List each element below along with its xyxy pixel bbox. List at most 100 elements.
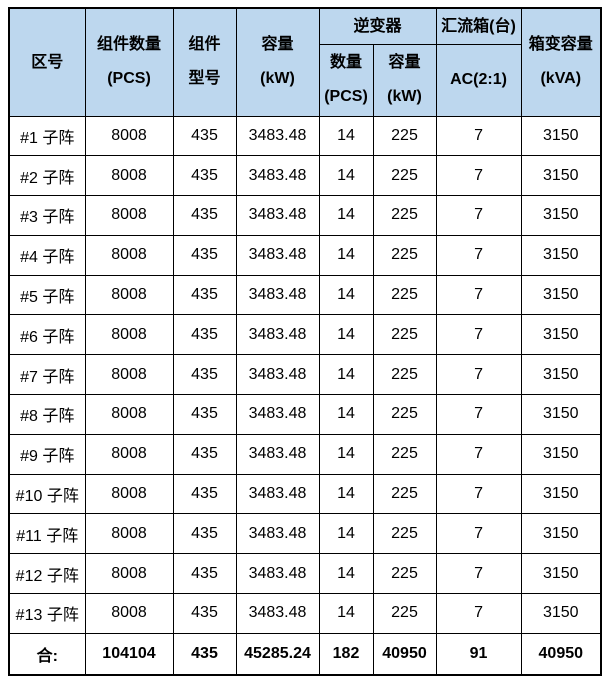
value-cell: 225 bbox=[372, 195, 437, 236]
value-cell: 225 bbox=[372, 394, 437, 435]
table-row: #11 子阵 8008 435 3483.48 14 225 7 3150 bbox=[8, 513, 602, 555]
table-footer: 合: 104104 435 45285.24 182 40950 91 4095… bbox=[8, 632, 602, 676]
value-cell: 225 bbox=[372, 354, 437, 396]
header-line: (kW) bbox=[387, 88, 422, 105]
value-cell: 3150 bbox=[520, 155, 602, 197]
value-cell: 225 bbox=[372, 115, 437, 157]
total-value-cell: 40950 bbox=[372, 632, 437, 676]
value-cell: 8008 bbox=[84, 234, 174, 276]
value-cell: 435 bbox=[172, 593, 237, 634]
value-cell: 3150 bbox=[520, 513, 602, 555]
pv-array-summary-table: 区号 组件数量 (PCS) 组件 型号 容量 (kW) 逆变器 汇流箱(台) 箱… bbox=[8, 7, 603, 676]
table-row: #8 子阵 8008 435 3483.48 14 225 7 3150 bbox=[8, 394, 602, 435]
zone-cell: #6 子阵 bbox=[8, 314, 86, 356]
value-cell: 7 bbox=[435, 593, 522, 634]
value-cell: 14 bbox=[318, 593, 374, 634]
value-cell: 435 bbox=[172, 473, 237, 515]
value-cell: 8008 bbox=[84, 593, 174, 634]
zone-cell: #13 子阵 bbox=[8, 593, 86, 634]
table-row: #5 子阵 8008 435 3483.48 14 225 7 3150 bbox=[8, 274, 602, 316]
header-line: 箱变容量 bbox=[528, 36, 593, 54]
total-row: 合: 104104 435 45285.24 182 40950 91 4095… bbox=[8, 632, 602, 676]
value-cell: 3483.48 bbox=[235, 195, 320, 236]
zone-cell: #3 子阵 bbox=[8, 195, 86, 236]
value-cell: 14 bbox=[318, 394, 374, 435]
zone-cell: #5 子阵 bbox=[8, 274, 86, 316]
value-cell: 225 bbox=[372, 314, 437, 356]
value-cell: 225 bbox=[372, 234, 437, 276]
zone-cell: #2 子阵 bbox=[8, 155, 86, 197]
value-cell: 7 bbox=[435, 234, 522, 276]
value-cell: 8008 bbox=[84, 115, 174, 157]
value-cell: 8008 bbox=[84, 433, 174, 475]
zone-cell: #4 子阵 bbox=[8, 234, 86, 276]
header-line: 组件数量 bbox=[96, 36, 161, 54]
value-cell: 14 bbox=[318, 115, 374, 157]
header-line: (kVA) bbox=[540, 70, 582, 88]
value-cell: 3483.48 bbox=[235, 115, 320, 157]
col-header-module-qty: 组件数量 (PCS) bbox=[84, 7, 174, 117]
header-line: 组件 bbox=[188, 36, 221, 54]
value-cell: 225 bbox=[372, 155, 437, 197]
value-cell: 8008 bbox=[84, 314, 174, 356]
value-cell: 7 bbox=[435, 553, 522, 595]
value-cell: 8008 bbox=[84, 553, 174, 595]
zone-cell: #1 子阵 bbox=[8, 115, 86, 157]
value-cell: 3483.48 bbox=[235, 433, 320, 475]
table-row: #2 子阵 8008 435 3483.48 14 225 7 3150 bbox=[8, 155, 602, 197]
value-cell: 435 bbox=[172, 553, 237, 595]
value-cell: 7 bbox=[435, 433, 522, 475]
value-cell: 3150 bbox=[520, 274, 602, 316]
table-body: #1 子阵 8008 435 3483.48 14 225 7 3150 #2 子阵 8008 43… bbox=[8, 115, 602, 634]
value-cell: 8008 bbox=[84, 195, 174, 236]
value-cell: 225 bbox=[372, 433, 437, 475]
value-cell: 3150 bbox=[520, 354, 602, 396]
col-header-inverter-capacity: 容量 (kW) bbox=[372, 43, 437, 117]
zone-cell: #7 子阵 bbox=[8, 354, 86, 396]
total-value-cell: 435 bbox=[172, 632, 237, 676]
zone-cell: #8 子阵 bbox=[8, 394, 86, 435]
col-header-capacity: 容量 (kW) bbox=[235, 7, 320, 117]
table-row: #3 子阵 8008 435 3483.48 14 225 7 3150 bbox=[8, 195, 602, 236]
table-row: #4 子阵 8008 435 3483.48 14 225 7 3150 bbox=[8, 234, 602, 276]
value-cell: 7 bbox=[435, 473, 522, 515]
value-cell: 14 bbox=[318, 274, 374, 316]
table-row: #6 子阵 8008 435 3483.48 14 225 7 3150 bbox=[8, 314, 602, 356]
value-cell: 3150 bbox=[520, 314, 602, 356]
header-line: 容量 bbox=[261, 36, 294, 54]
zone-cell: #11 子阵 bbox=[8, 513, 86, 555]
value-cell: 7 bbox=[435, 115, 522, 157]
value-cell: 3483.48 bbox=[235, 234, 320, 276]
value-cell: 14 bbox=[318, 473, 374, 515]
col-header-zone: 区号 bbox=[8, 7, 86, 117]
zone-cell: #9 子阵 bbox=[8, 433, 86, 475]
zone-cell: #12 子阵 bbox=[8, 553, 86, 595]
value-cell: 8008 bbox=[84, 155, 174, 197]
value-cell: 14 bbox=[318, 433, 374, 475]
value-cell: 225 bbox=[372, 513, 437, 555]
value-cell: 3483.48 bbox=[235, 354, 320, 396]
value-cell: 225 bbox=[372, 274, 437, 316]
value-cell: 8008 bbox=[84, 354, 174, 396]
value-cell: 435 bbox=[172, 433, 237, 475]
value-cell: 3150 bbox=[520, 473, 602, 515]
value-cell: 435 bbox=[172, 274, 237, 316]
table-row: #7 子阵 8008 435 3483.48 14 225 7 3150 bbox=[8, 354, 602, 396]
value-cell: 8008 bbox=[84, 394, 174, 435]
value-cell: 435 bbox=[172, 314, 237, 356]
value-cell: 7 bbox=[435, 274, 522, 316]
header-line: 容量 bbox=[388, 54, 421, 71]
value-cell: 435 bbox=[172, 155, 237, 197]
value-cell: 3483.48 bbox=[235, 553, 320, 595]
value-cell: 8008 bbox=[84, 513, 174, 555]
value-cell: 3150 bbox=[520, 433, 602, 475]
value-cell: 14 bbox=[318, 553, 374, 595]
value-cell: 3483.48 bbox=[235, 394, 320, 435]
col-header-combiner-group: 汇流箱(台) bbox=[435, 7, 522, 45]
value-cell: 225 bbox=[372, 473, 437, 515]
total-value-cell: 40950 bbox=[520, 632, 602, 676]
table-row: #13 子阵 8008 435 3483.48 14 225 7 3150 bbox=[8, 593, 602, 634]
total-value-cell: 91 bbox=[435, 632, 522, 676]
value-cell: 14 bbox=[318, 234, 374, 276]
col-header-transformer-capacity: 箱变容量 (kVA) bbox=[520, 7, 602, 117]
